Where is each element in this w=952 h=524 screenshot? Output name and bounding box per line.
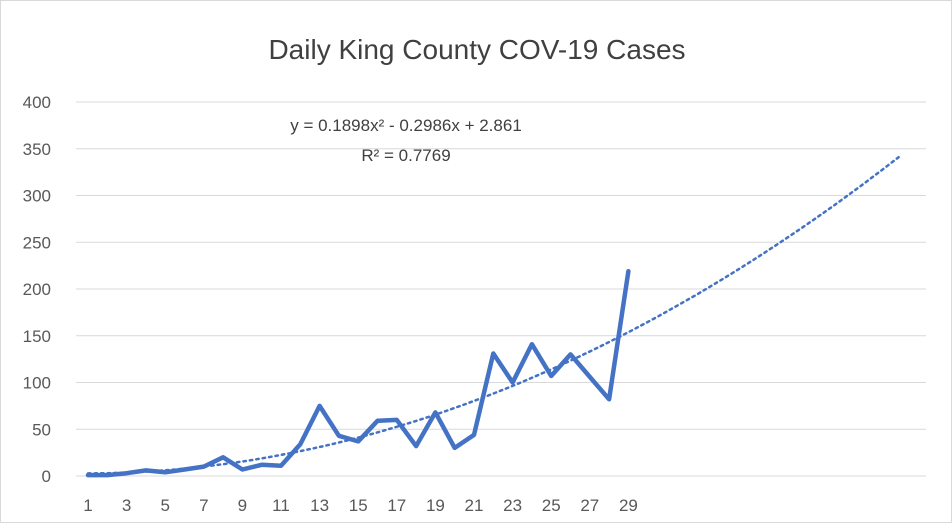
y-tick-label: 350 <box>23 140 51 159</box>
chart-title: Daily King County COV-19 Cases <box>268 34 685 65</box>
x-tick-label: 23 <box>503 496 522 515</box>
x-tick-label: 19 <box>426 496 445 515</box>
y-tick-label: 0 <box>42 467 51 486</box>
x-tick-label: 5 <box>160 496 169 515</box>
x-tick-label: 7 <box>199 496 208 515</box>
series-line <box>88 271 628 475</box>
series-lines <box>88 271 629 475</box>
y-tick-label: 150 <box>23 327 51 346</box>
gridlines <box>76 102 926 476</box>
y-tick-label: 250 <box>23 233 51 252</box>
x-tick-label: 21 <box>465 496 484 515</box>
x-tick-label: 27 <box>580 496 599 515</box>
y-axis-ticks: 0 50 100 150 200 250 300 350 400 <box>23 93 51 486</box>
x-tick-label: 17 <box>387 496 406 515</box>
trendline-path <box>88 157 899 473</box>
x-tick-label: 13 <box>310 496 329 515</box>
x-tick-label: 15 <box>349 496 368 515</box>
x-tick-label: 11 <box>272 496 290 515</box>
x-tick-label: 3 <box>122 496 131 515</box>
y-tick-label: 300 <box>23 187 51 206</box>
y-tick-label: 400 <box>23 93 51 112</box>
trendline <box>88 157 899 473</box>
trendline-equation: y = 0.1898x² - 0.2986x + 2.861 <box>290 116 522 135</box>
x-tick-label: 25 <box>542 496 561 515</box>
y-tick-label: 100 <box>23 374 51 393</box>
x-tick-label: 9 <box>238 496 247 515</box>
x-tick-label: 29 <box>619 496 638 515</box>
trendline-r2: R² = 0.7769 <box>361 146 450 165</box>
x-tick-label: 1 <box>83 496 92 515</box>
y-tick-label: 50 <box>32 420 51 439</box>
y-tick-label: 200 <box>23 280 51 299</box>
